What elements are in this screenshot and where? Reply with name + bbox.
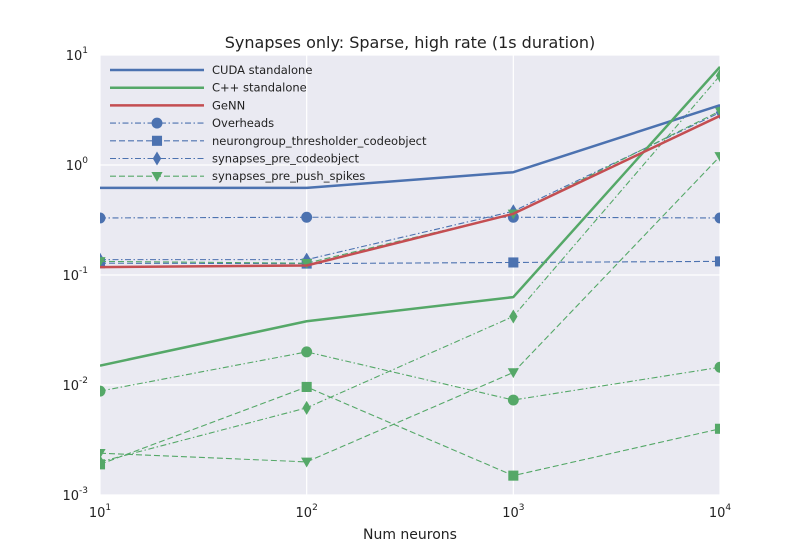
legend-item-6: synapses_pre_push_spikes — [110, 169, 365, 183]
x-axis-label: Num neurons — [363, 527, 457, 543]
legend: CUDA standalone C++ standalone GeNN Overhea… — [110, 63, 427, 183]
series-9-point-3 — [715, 68, 720, 83]
series-layer — [100, 66, 720, 481]
x-axis-ticks: 101 102 103 104 — [89, 503, 732, 521]
series-4-point-2 — [508, 257, 519, 268]
series-10-point-1 — [301, 457, 313, 468]
legend-item-3: Overheads — [110, 116, 274, 130]
chart-title: Synapses only: Sparse, high rate (1s dur… — [225, 33, 596, 52]
series-9-point-1 — [302, 400, 311, 415]
series-2 — [100, 114, 720, 269]
x-tick-label-3: 104 — [709, 503, 732, 521]
legend-label-0: CUDA standalone — [212, 63, 312, 77]
x-tick-label-0: 101 — [89, 503, 111, 521]
series-line-4 — [100, 260, 720, 265]
y-axis-ticks: 10-3 10-2 10-1 100 101 — [62, 46, 88, 504]
legend-item-0: CUDA standalone — [110, 63, 312, 77]
legend-label-5: synapses_pre_codeobject — [212, 152, 360, 166]
series-line-5 — [100, 112, 720, 261]
legend-marker-5 — [152, 151, 162, 166]
legend-marker-6 — [151, 172, 163, 182]
series-6-point-0 — [100, 257, 106, 267]
series-3-point-1 — [301, 211, 313, 223]
legend-item-4: neurongroup_thresholder_codeobject — [110, 134, 427, 148]
series-7-point-3 — [714, 361, 720, 373]
series-line-0 — [100, 103, 720, 190]
y-tick-label-0: 10-3 — [62, 486, 88, 504]
series-7 — [100, 346, 720, 406]
series-3-point-0 — [100, 212, 106, 224]
series-6-point-3 — [714, 106, 720, 117]
y-tick-label-4: 101 — [66, 46, 88, 64]
series-7-point-1 — [301, 346, 313, 358]
series-7-point-2 — [507, 394, 519, 406]
series-7-point-0 — [100, 385, 106, 397]
series-4-point-3 — [714, 256, 720, 267]
y-tick-label-2: 10-1 — [62, 266, 88, 284]
series-line-8 — [100, 386, 720, 477]
legend-item-5: synapses_pre_codeobject — [110, 151, 360, 166]
series-line-10 — [100, 155, 720, 463]
series-line-6 — [100, 110, 720, 264]
legend-item-1: C++ standalone — [110, 81, 307, 95]
series-10-point-0 — [100, 448, 106, 459]
legend-item-2: GeNN — [110, 98, 245, 112]
x-tick-label-2: 103 — [502, 503, 524, 521]
y-tick-label-1: 10-2 — [62, 376, 88, 394]
legend-label-1: C++ standalone — [212, 81, 307, 95]
series-3-point-3 — [714, 212, 720, 224]
legend-label-2: GeNN — [212, 98, 245, 112]
series-line-2 — [100, 114, 720, 269]
series-line-7 — [100, 351, 720, 401]
series-9-point-2 — [509, 309, 518, 324]
legend-label-6: synapses_pre_push_spikes — [212, 169, 365, 183]
y-tick-label-3: 100 — [66, 156, 89, 174]
series-8-point-2 — [508, 470, 519, 481]
series-6-point-1 — [301, 259, 313, 269]
legend-label-3: Overheads — [212, 116, 274, 130]
series-line-3 — [100, 216, 720, 219]
series-line-9 — [100, 75, 720, 463]
grid — [99, 54, 721, 496]
series-8-point-1 — [301, 381, 312, 392]
series-line-1 — [100, 66, 720, 367]
series-8-point-3 — [714, 423, 720, 434]
series-0 — [100, 103, 720, 190]
legend-marker-3 — [151, 117, 163, 129]
series-10-point-2 — [507, 368, 519, 379]
series-9-point-0 — [100, 454, 105, 469]
legend-marker-4 — [151, 135, 163, 146]
series-4-point-0 — [100, 258, 106, 269]
series-9 — [100, 68, 720, 469]
series-10 — [100, 152, 720, 468]
x-tick-label-1: 102 — [296, 503, 318, 521]
series-10-point-3 — [714, 152, 720, 162]
legend-label-4: neurongroup_thresholder_codeobject — [212, 134, 427, 148]
series-1 — [100, 66, 720, 367]
